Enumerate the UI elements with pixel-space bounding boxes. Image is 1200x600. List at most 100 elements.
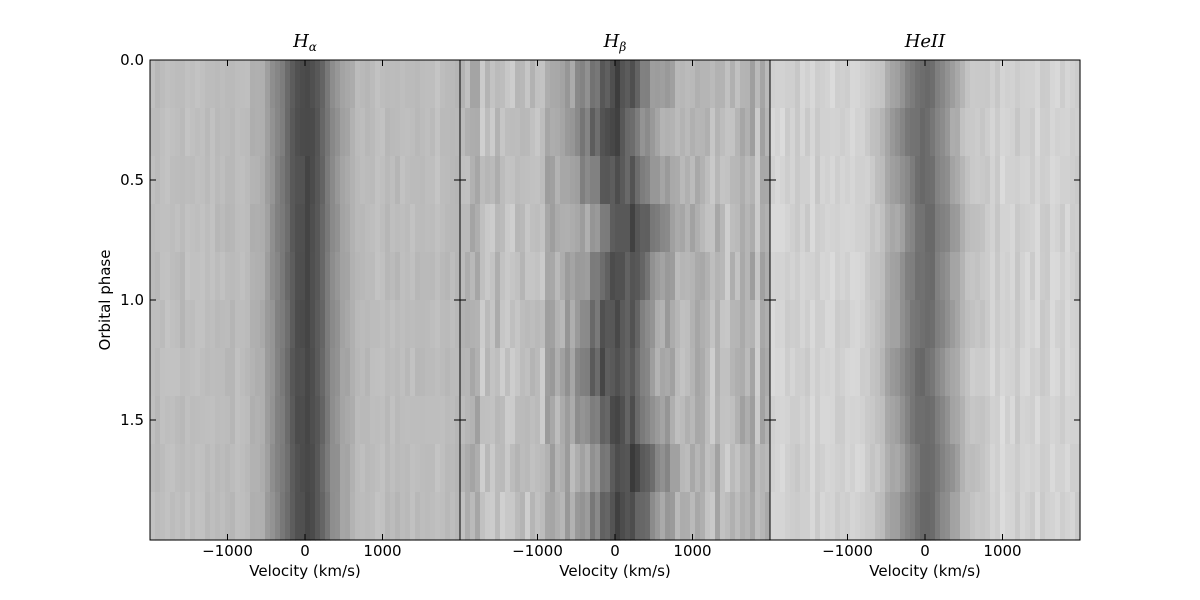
heatmap-cell — [800, 444, 806, 493]
heatmap-cell — [925, 108, 931, 157]
heatmap-cell — [845, 60, 851, 109]
heatmap-cell — [380, 348, 386, 397]
heatmap-cell — [490, 252, 496, 301]
heatmap-cell — [580, 348, 586, 397]
heatmap-cell — [755, 492, 761, 541]
heatmap-cell — [430, 156, 436, 205]
heatmap-cell — [940, 348, 946, 397]
heatmap-cell — [1050, 60, 1056, 109]
heatmap-cell — [860, 252, 866, 301]
heatmap-cell — [500, 156, 506, 205]
heatmap-cell — [290, 396, 296, 445]
heatmap-cell — [815, 108, 821, 157]
heatmap-cell — [830, 204, 836, 253]
heatmap-cell — [1025, 300, 1031, 349]
heatmap-cell — [980, 348, 986, 397]
heatmap-cell — [260, 492, 266, 541]
heatmap-cell — [890, 348, 896, 397]
heatmap-cell — [190, 108, 196, 157]
heatmap-cell — [575, 444, 581, 493]
heatmap-cell — [285, 60, 291, 109]
heatmap-cell — [790, 252, 796, 301]
heatmap-cell — [710, 252, 716, 301]
heatmap-cell — [800, 348, 806, 397]
heatmap-cell — [780, 60, 786, 109]
heatmap-cell — [325, 396, 331, 445]
heatmap-cell — [940, 444, 946, 493]
heatmap-cell — [415, 156, 421, 205]
heatmap-cell — [360, 60, 366, 109]
heatmap-cell — [890, 204, 896, 253]
heatmap-cell — [990, 156, 996, 205]
heatmap-cell — [905, 108, 911, 157]
heatmap-cell — [605, 444, 611, 493]
heatmap-cell — [870, 204, 876, 253]
heatmap-cell — [200, 108, 206, 157]
heatmap-cell — [940, 396, 946, 445]
heatmap-cell — [975, 348, 981, 397]
heatmap-cell — [225, 108, 231, 157]
heatmap-cell — [515, 348, 521, 397]
heatmap-cell — [560, 492, 566, 541]
heatmap-cell — [1000, 444, 1006, 493]
heatmap-cell — [540, 300, 546, 349]
heatmap-cell — [350, 444, 356, 493]
heatmap-cell — [980, 300, 986, 349]
heatmap-cell — [165, 396, 171, 445]
heatmap-cell — [385, 348, 391, 397]
heatmap-cell — [1000, 348, 1006, 397]
heatmap-cell — [815, 300, 821, 349]
heatmap-cell — [290, 156, 296, 205]
heatmap-cell — [900, 300, 906, 349]
heatmap-cell — [395, 396, 401, 445]
heatmap-cell — [870, 60, 876, 109]
heatmap-cell — [500, 492, 506, 541]
heatmap-cell — [790, 396, 796, 445]
heatmap-cell — [1050, 444, 1056, 493]
heatmap-cell — [655, 60, 661, 109]
heatmap-cell — [695, 348, 701, 397]
heatmap-cell — [195, 492, 201, 541]
heatmap-cell — [200, 444, 206, 493]
heatmap-cell — [625, 204, 631, 253]
heatmap-cell — [175, 492, 181, 541]
heatmap-cell — [1000, 108, 1006, 157]
heatmap-cell — [945, 204, 951, 253]
heatmap-cell — [690, 108, 696, 157]
heatmap-cell — [880, 300, 886, 349]
heatmap-cell — [285, 348, 291, 397]
heatmap-cell — [585, 156, 591, 205]
heatmap-cell — [570, 300, 576, 349]
heatmap-cell — [225, 60, 231, 109]
heatmap-cell — [940, 492, 946, 541]
heatmap-cell — [335, 252, 341, 301]
heatmap-cell — [320, 444, 326, 493]
heatmap-cell — [475, 108, 481, 157]
heatmap-cell — [205, 444, 211, 493]
heatmap-cell — [1055, 444, 1061, 493]
heatmap-cell — [825, 204, 831, 253]
heatmap-cell — [275, 396, 281, 445]
heatmap-cell — [850, 492, 856, 541]
heatmap-cell — [335, 348, 341, 397]
heatmap-cell — [155, 60, 161, 109]
heatmap-cell — [950, 156, 956, 205]
heatmap-cell — [525, 60, 531, 109]
heatmap-cell — [855, 252, 861, 301]
heatmap-cell — [185, 60, 191, 109]
heatmap-cell — [595, 300, 601, 349]
heatmap-cell — [295, 492, 301, 541]
heatmap-cell — [870, 444, 876, 493]
heatmap-cell — [1015, 252, 1021, 301]
heatmap-cell — [805, 348, 811, 397]
heatmap-cell — [225, 492, 231, 541]
heatmap-cell — [475, 348, 481, 397]
heatmap-cell — [1030, 348, 1036, 397]
heatmap-cell — [520, 108, 526, 157]
heatmap-cell — [565, 156, 571, 205]
heatmap-cell — [695, 300, 701, 349]
heatmap-cell — [150, 252, 156, 301]
heatmap-cell — [790, 156, 796, 205]
heatmap-cell — [600, 444, 606, 493]
heatmap-cell — [630, 60, 636, 109]
